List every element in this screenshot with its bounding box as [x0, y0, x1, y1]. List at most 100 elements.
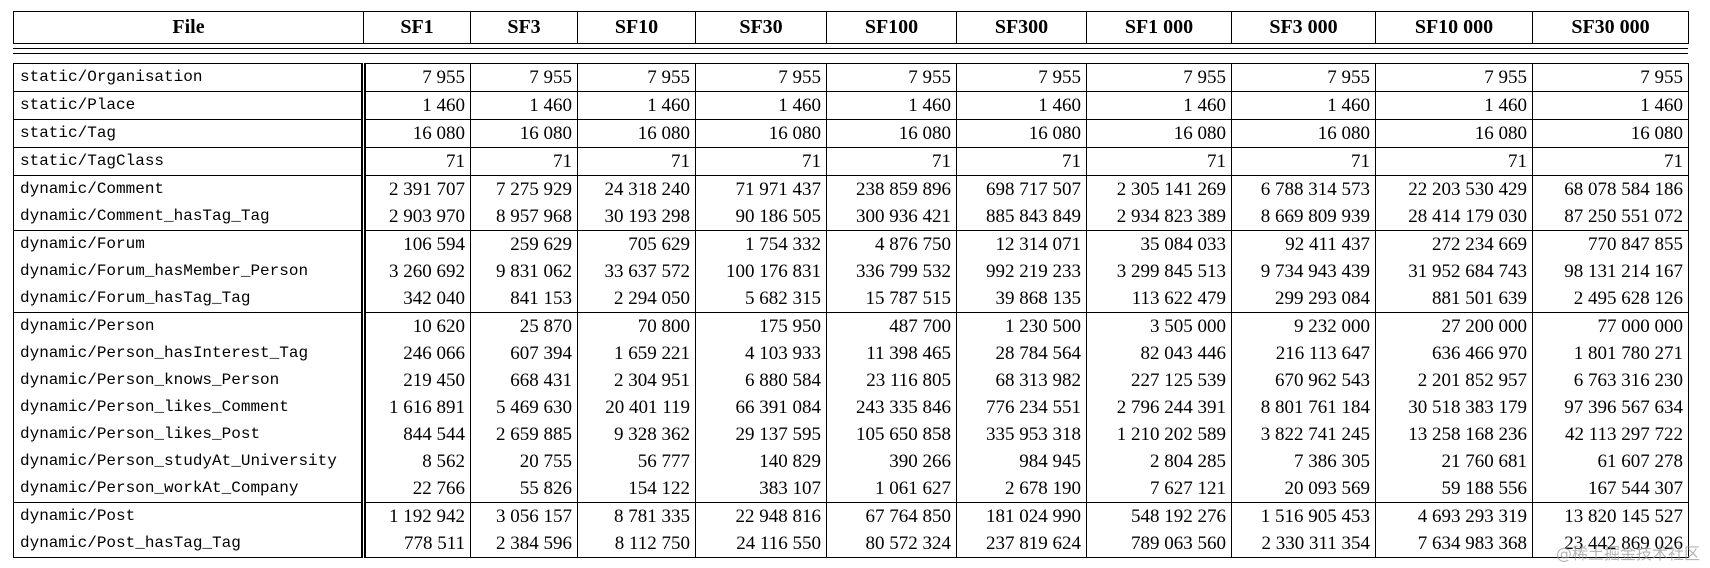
file-name: static/Place: [13, 91, 366, 120]
table-row: dynamic/Forum_hasMember_Person 3 260 692 9…: [13, 258, 1689, 285]
file-name: dynamic/Forum: [13, 230, 366, 258]
cell-value: 30 518 383 179: [1375, 394, 1533, 421]
cell-value: 71: [577, 147, 696, 176]
cell-value: 1 659 221: [577, 340, 696, 367]
cell-value: 336 799 532: [826, 258, 957, 285]
table-row: static/TagClass 71 71 71 71 71 71 71 71 71 71: [13, 147, 1689, 176]
cell-value: 10 620: [363, 312, 471, 340]
cell-value: 237 819 624: [956, 530, 1087, 558]
cell-value: 776 234 551: [956, 394, 1087, 421]
cell-value: 7 627 121: [1086, 475, 1232, 503]
cell-value: 2 305 141 269: [1086, 175, 1232, 203]
cell-value: 1 230 500: [956, 312, 1087, 340]
cell-value: 1 460: [1231, 91, 1376, 120]
cell-value: 2 391 707: [363, 175, 471, 203]
cell-value: 3 299 845 513: [1086, 258, 1232, 285]
cell-value: 984 945: [956, 448, 1087, 475]
cell-value: 1 460: [1375, 91, 1533, 120]
cell-value: 7 275 929: [470, 175, 578, 203]
table-row: dynamic/Forum_hasTag_Tag 342 040 841 153 2 …: [13, 285, 1689, 313]
file-name: static/TagClass: [13, 147, 366, 176]
cell-value: 8 112 750: [577, 530, 696, 558]
cell-value: 1 460: [956, 91, 1087, 120]
cell-value: 68 313 982: [956, 367, 1087, 394]
cell-value: 175 950: [695, 312, 827, 340]
cell-value: 299 293 084: [1231, 285, 1376, 313]
cell-value: 335 953 318: [956, 421, 1087, 448]
cell-value: 1 061 627: [826, 475, 957, 503]
cell-value: 4 876 750: [826, 230, 957, 258]
cell-value: 7 955: [956, 63, 1087, 92]
cell-value: 16 080: [470, 119, 578, 148]
cell-value: 487 700: [826, 312, 957, 340]
cell-value: 56 777: [577, 448, 696, 475]
cell-value: 383 107: [695, 475, 827, 503]
cell-value: 636 466 970: [1375, 340, 1533, 367]
cell-value: 16 080: [363, 119, 471, 148]
cell-value: 12 314 071: [956, 230, 1087, 258]
header-table: File SF1 SF3 SF10 SF30 SF100 SF300 SF1 000 SF3 0…: [13, 11, 1689, 44]
file-name: dynamic/Person_hasInterest_Tag: [13, 340, 366, 367]
file-name: dynamic/Person_workAt_Company: [13, 475, 366, 503]
cell-value: 1 754 332: [695, 230, 827, 258]
cell-value: 23 442 869 026: [1532, 530, 1689, 558]
cell-value: 390 266: [826, 448, 957, 475]
cell-value: 227 125 539: [1086, 367, 1232, 394]
cell-value: 42 113 297 722: [1532, 421, 1689, 448]
cell-value: 22 203 530 429: [1375, 175, 1533, 203]
cell-value: 1 460: [826, 91, 957, 120]
cell-value: 342 040: [363, 285, 471, 313]
cell-value: 100 176 831: [695, 258, 827, 285]
file-name: dynamic/Comment: [13, 175, 366, 203]
cell-value: 7 955: [826, 63, 957, 92]
cell-value: 1 516 905 453: [1231, 502, 1376, 530]
cell-value: 67 764 850: [826, 502, 957, 530]
watermark: @稀土掘金技术社区: [1555, 544, 1700, 563]
cell-value: 31 952 684 743: [1375, 258, 1533, 285]
cell-value: 1 460: [363, 91, 471, 120]
table-row: dynamic/Person_knows_Person 219 450 668 43…: [13, 367, 1689, 394]
file-name: dynamic/Person_likes_Comment: [13, 394, 366, 421]
cell-value: 15 787 515: [826, 285, 957, 313]
column-header: SF100: [826, 11, 957, 44]
table-row: dynamic/Post_hasTag_Tag 778 511 2 384 596 8…: [13, 530, 1689, 558]
cell-value: 841 153: [470, 285, 578, 313]
cell-value: 7 634 983 368: [1375, 530, 1533, 558]
cell-value: 71: [826, 147, 957, 176]
cell-value: 140 829: [695, 448, 827, 475]
cell-value: 3 822 741 245: [1231, 421, 1376, 448]
cell-value: 28 784 564: [956, 340, 1087, 367]
column-header: SF300: [956, 11, 1087, 44]
cell-value: 9 831 062: [470, 258, 578, 285]
cell-value: 98 131 214 167: [1532, 258, 1689, 285]
cell-value: 71: [1086, 147, 1232, 176]
cell-value: 607 394: [470, 340, 578, 367]
cell-value: 1 801 780 271: [1532, 340, 1689, 367]
cell-value: 5 469 630: [470, 394, 578, 421]
cell-value: 90 186 505: [695, 203, 827, 231]
cell-value: 2 804 285: [1086, 448, 1232, 475]
cell-value: 77 000 000: [1532, 312, 1689, 340]
cell-value: 778 511: [363, 530, 471, 558]
cell-value: 28 414 179 030: [1375, 203, 1533, 231]
cell-value: 71: [363, 147, 471, 176]
table-row: dynamic/Person_likes_Post 844 544 2 659 88…: [13, 421, 1689, 448]
table-row: dynamic/Comment_hasTag_Tag 2 903 970 8 957…: [13, 203, 1689, 231]
cell-value: 20 755: [470, 448, 578, 475]
cell-value: 992 219 233: [956, 258, 1087, 285]
cell-value: 105 650 858: [826, 421, 957, 448]
cell-value: 27 200 000: [1375, 312, 1533, 340]
table-row: dynamic/Person_hasInterest_Tag 246 066 607…: [13, 340, 1689, 367]
cell-value: 21 760 681: [1375, 448, 1533, 475]
cell-value: 71 971 437: [695, 175, 827, 203]
cell-value: 548 192 276: [1086, 502, 1232, 530]
cell-value: 219 450: [363, 367, 471, 394]
file-name: dynamic/Person_knows_Person: [13, 367, 366, 394]
table-row: dynamic/Forum 106 594 259 629 705 629 1 754 …: [13, 230, 1689, 258]
cell-value: 22 948 816: [695, 502, 827, 530]
cell-value: 59 188 556: [1375, 475, 1533, 503]
cell-value: 20 093 569: [1231, 475, 1376, 503]
cell-value: 13 258 168 236: [1375, 421, 1533, 448]
cell-value: 20 401 119: [577, 394, 696, 421]
